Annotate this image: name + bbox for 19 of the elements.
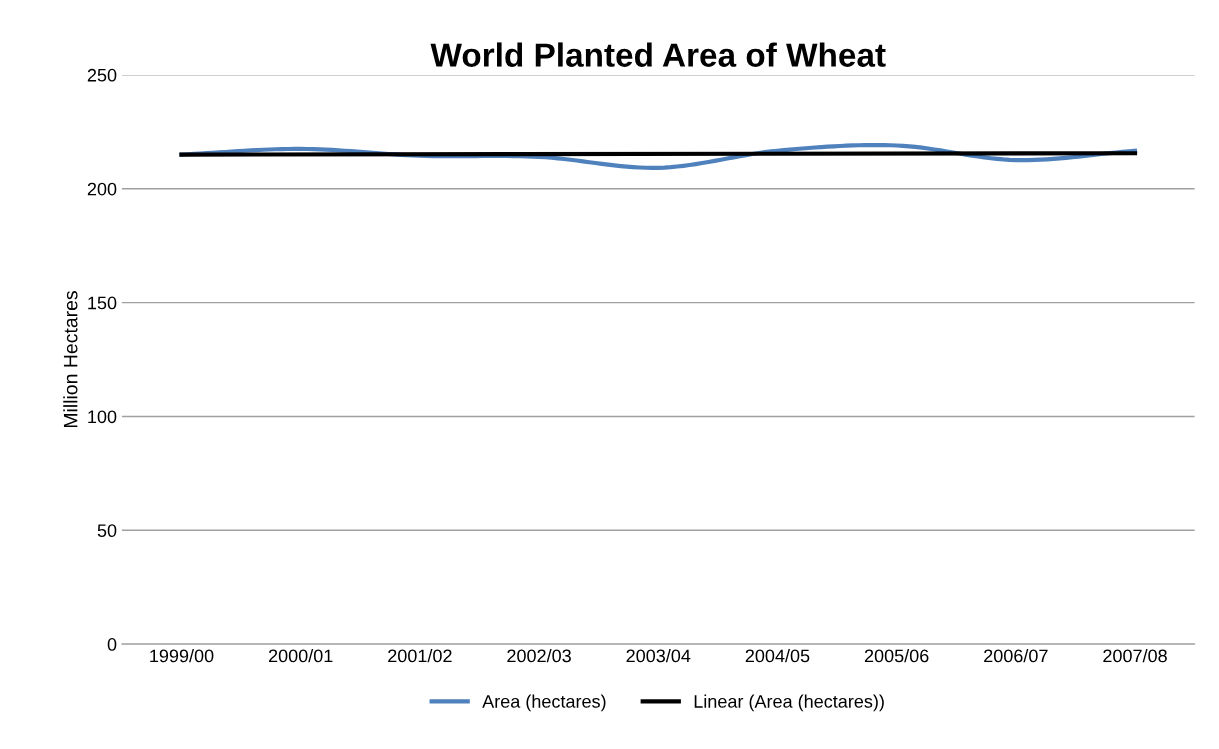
legend-label: Area (hectares) [482,694,606,712]
x-tick-label: 2004/05 [745,649,810,663]
x-tick-label: 2001/02 [388,649,452,663]
legend-label: Linear (Area (hectares)) [694,694,884,712]
y-tick-label: 150 [88,296,117,310]
x-tick-label: 2006/07 [984,649,1048,663]
chart-title: World Planted Area of Wheat [430,42,886,67]
x-tick-label: 2002/03 [507,649,571,663]
y-tick-label: 100 [88,410,117,424]
x-tick-label: 2007/08 [1103,649,1167,663]
y-axis-title: Million Hectares [63,291,78,428]
y-tick-label: 250 [87,68,117,82]
x-tick-label: 2000/01 [268,649,333,663]
x-tick-label: 1999/00 [150,649,214,663]
y-tick-label: 0 [107,638,117,651]
x-tick-label: 2003/04 [626,649,691,663]
y-tick-label: 50 [97,524,117,538]
x-tick-label: 2005/06 [864,649,929,663]
y-tick-label: 200 [87,182,117,196]
